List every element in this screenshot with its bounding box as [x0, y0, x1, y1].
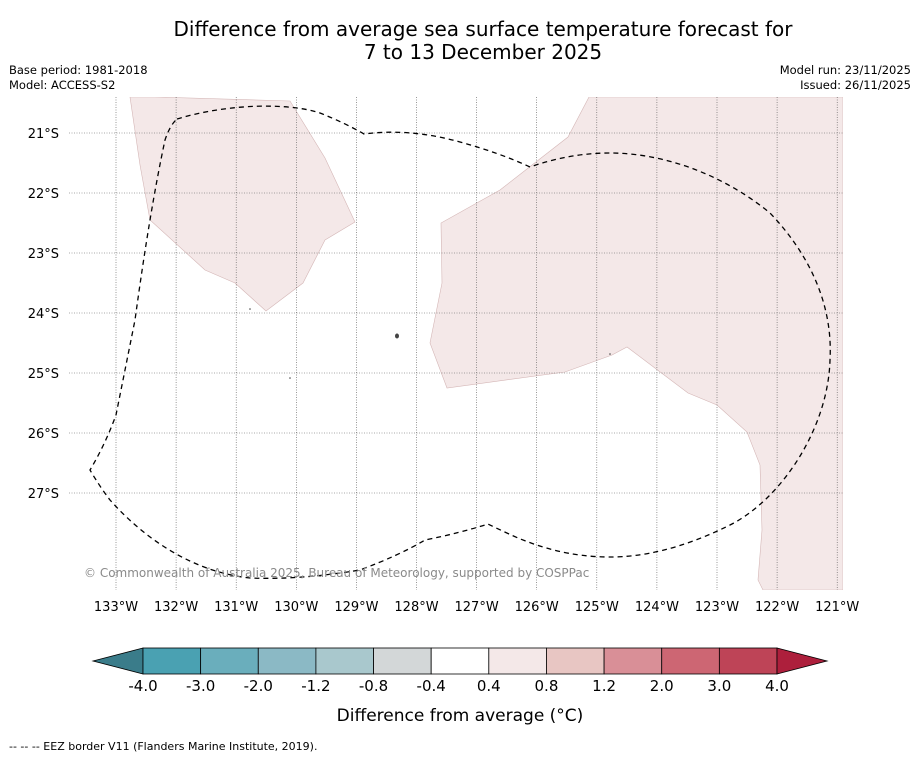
copyright-notice: © Commonwealth of Australia 2025, Bureau…: [84, 566, 589, 580]
lon-label: 122°W: [755, 600, 799, 615]
colorbar-cells: [142, 647, 778, 675]
colorbar-tick-label: -1.2: [301, 677, 330, 695]
anomaly-region-east: [429, 97, 843, 590]
lon-label: 123°W: [695, 600, 739, 615]
colorbar-cell: [315, 647, 374, 675]
lon-label: 130°W: [274, 600, 318, 615]
colorbar-tick-label: 2.0: [650, 677, 674, 695]
eez-border: [89, 105, 831, 579]
lon-label: 125°W: [575, 600, 619, 615]
island-marker: [395, 333, 399, 339]
graticule: [69, 97, 843, 590]
lat-label: 23°S: [28, 247, 59, 262]
island-marker: [609, 353, 611, 355]
colorbar-cell: [718, 647, 778, 675]
map-area: © Commonwealth of Australia 2025, Bureau…: [69, 97, 843, 590]
lat-label: 22°S: [28, 187, 59, 202]
meta-right: Model run: 23/11/2025 Issued: 26/11/2025: [780, 63, 911, 93]
anomaly-regions: [129, 97, 843, 590]
colorbar-tick-label: -3.0: [186, 677, 215, 695]
island-marker: [249, 308, 251, 310]
colorbar-tick-label: 4.0: [765, 677, 789, 695]
colorbar-cell: [661, 647, 720, 675]
issued-date: Issued: 26/11/2025: [800, 78, 911, 92]
base-period: Base period: 1981-2018: [9, 63, 148, 77]
lon-label: 129°W: [334, 600, 378, 615]
meta-left: Base period: 1981-2018 Model: ACCESS-S2: [9, 63, 148, 93]
island-marker: [289, 377, 291, 379]
colorbar-label: Difference from average (°C): [337, 706, 584, 726]
colorbar-tick-label: 3.0: [707, 677, 731, 695]
lat-label: 24°S: [28, 307, 59, 322]
lon-label: 133°W: [94, 600, 138, 615]
islands: [249, 308, 611, 379]
title-line-1: Difference from average sea surface temp…: [173, 17, 793, 41]
chart-title: Difference from average sea surface temp…: [0, 18, 919, 64]
colorbar-extend-high: [776, 647, 829, 675]
model-name: Model: ACCESS-S2: [9, 78, 116, 92]
lat-label: 25°S: [28, 367, 59, 382]
lon-label: 132°W: [154, 600, 198, 615]
lon-label: 124°W: [635, 600, 679, 615]
colorbar-tick-label: 0.8: [535, 677, 559, 695]
colorbar-cell: [488, 647, 547, 675]
colorbar-tick-label: 0.4: [477, 677, 501, 695]
colorbar-tick-label: -0.4: [417, 677, 446, 695]
colorbar-cell: [200, 647, 259, 675]
colorbar-cell: [430, 647, 490, 675]
lon-label: 126°W: [515, 600, 559, 615]
lon-label: 128°W: [394, 600, 438, 615]
colorbar-tick-label: -2.0: [244, 677, 273, 695]
lat-label: 27°S: [28, 487, 59, 502]
lon-label: 127°W: [455, 600, 499, 615]
colorbar-cell: [257, 647, 317, 675]
colorbar-tick-labels: -4.0 -3.0 -2.0 -1.2 -0.8 -0.4 0.4 0.8 1.2 2.0 3.0 4…: [128, 677, 789, 695]
colorbar-tick-label: -0.8: [359, 677, 388, 695]
latitude-labels: 21°S 22°S 23°S 24°S 25°S 26°S 27°S: [28, 127, 59, 502]
model-run: Model run: 23/11/2025: [779, 63, 911, 77]
colorbar-extend-low: [91, 647, 144, 675]
colorbar-cell: [142, 647, 202, 675]
longitude-labels: 133°W 132°W 131°W 130°W 129°W 128°W 127°W 126°W…: [94, 600, 860, 615]
colorbar: -4.0 -3.0 -2.0 -1.2 -0.8 -0.4 0.4 0.8 1.2 2.0 3.0 4…: [91, 647, 829, 726]
lon-label: 121°W: [815, 600, 859, 615]
eez-legend-note: -- -- -- EEZ border V11 (Flanders Marine…: [9, 740, 318, 753]
lat-label: 26°S: [28, 427, 59, 442]
colorbar-tick-label: 1.2: [592, 677, 616, 695]
anomaly-region-northwest: [129, 97, 356, 312]
lon-label: 131°W: [214, 600, 258, 615]
colorbar-cell: [373, 647, 432, 675]
colorbar-tick-label: -4.0: [128, 677, 157, 695]
title-line-2: 7 to 13 December 2025: [363, 40, 603, 64]
colorbar-cell: [546, 647, 605, 675]
colorbar-cell: [603, 647, 663, 675]
lat-label: 21°S: [28, 127, 59, 142]
